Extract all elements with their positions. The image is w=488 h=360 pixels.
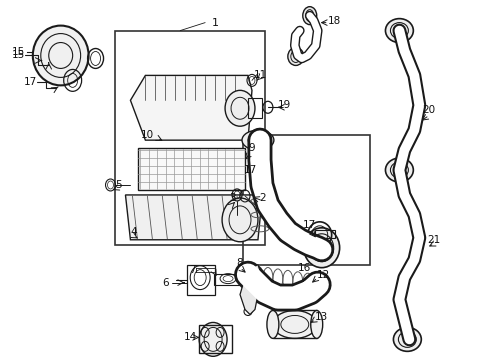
Ellipse shape (33, 26, 88, 85)
Ellipse shape (222, 198, 258, 242)
Polygon shape (130, 75, 251, 140)
Ellipse shape (266, 310, 278, 338)
Text: 3: 3 (228, 193, 235, 203)
Ellipse shape (385, 19, 412, 42)
Text: 1: 1 (211, 18, 218, 28)
Bar (187, 265, 215, 294)
Ellipse shape (303, 228, 339, 268)
Text: 16: 16 (298, 263, 311, 273)
Text: 19: 19 (278, 100, 291, 110)
Polygon shape (240, 265, 263, 315)
Text: 2: 2 (259, 193, 265, 203)
Bar (199, 325, 232, 353)
Bar (214, 274, 240, 285)
Text: 9: 9 (248, 143, 255, 153)
Ellipse shape (242, 130, 273, 150)
Text: 17: 17 (24, 77, 38, 87)
Text: 14: 14 (183, 332, 197, 342)
Ellipse shape (302, 7, 316, 24)
Text: 10: 10 (141, 130, 154, 140)
Bar (314, 230, 334, 238)
Text: 15: 15 (12, 48, 25, 58)
Bar (138, 148, 244, 190)
Bar (115, 31, 264, 245)
Text: 20: 20 (422, 105, 435, 115)
Text: 4: 4 (130, 227, 137, 237)
Text: 15: 15 (12, 50, 25, 60)
Text: 7: 7 (188, 265, 195, 275)
Text: 17: 17 (303, 220, 316, 230)
Text: 18: 18 (327, 15, 341, 26)
Bar (247, 98, 262, 118)
Text: 21: 21 (427, 235, 440, 245)
Text: 17: 17 (243, 165, 256, 175)
Ellipse shape (199, 323, 226, 356)
Text: 13: 13 (314, 312, 327, 323)
Text: 11: 11 (253, 71, 266, 80)
Ellipse shape (224, 90, 254, 126)
Bar (272, 310, 316, 338)
Text: 8: 8 (236, 258, 243, 268)
Ellipse shape (310, 310, 322, 338)
Text: 12: 12 (316, 270, 329, 280)
Polygon shape (125, 195, 262, 240)
Bar (243, 135, 369, 265)
Text: 5: 5 (115, 180, 122, 190)
Text: 6: 6 (162, 278, 168, 288)
Ellipse shape (287, 48, 303, 66)
Ellipse shape (385, 158, 412, 182)
Ellipse shape (272, 310, 316, 338)
Ellipse shape (393, 328, 421, 351)
